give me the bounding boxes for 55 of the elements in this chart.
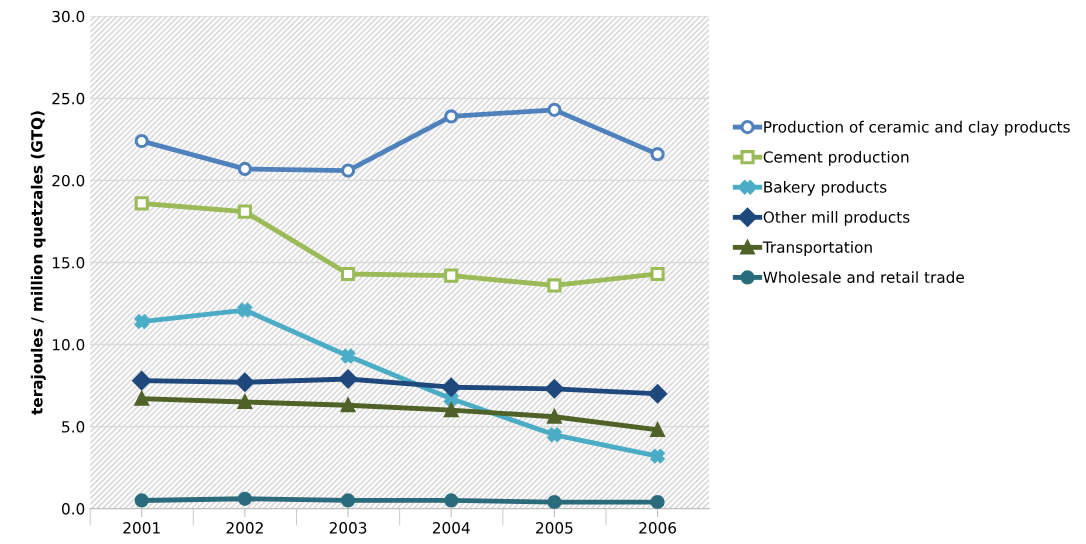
point bbox=[650, 449, 665, 464]
y-tick-label: 15.0 bbox=[52, 256, 85, 269]
legend-label: Transportation bbox=[762, 241, 872, 256]
legend-label: Wholesale and retail trade bbox=[763, 271, 964, 283]
y-axis-title: terajoules / million quetzales (GTQ) bbox=[30, 111, 46, 415]
point bbox=[134, 493, 149, 508]
point bbox=[546, 407, 563, 424]
point bbox=[134, 196, 149, 211]
y-tick-label: 0.0 bbox=[61, 503, 85, 515]
point bbox=[545, 379, 564, 399]
point bbox=[340, 348, 356, 364]
y-tick-label: 20.0 bbox=[52, 174, 85, 187]
y-tick-label: 10.0 bbox=[52, 339, 85, 351]
point bbox=[134, 133, 149, 149]
point bbox=[237, 394, 252, 410]
point bbox=[340, 493, 356, 508]
point bbox=[237, 204, 252, 219]
point bbox=[237, 161, 252, 177]
point bbox=[134, 391, 149, 406]
point bbox=[444, 403, 459, 418]
point bbox=[444, 109, 459, 124]
point bbox=[132, 371, 152, 391]
legend-label: Other mill products bbox=[763, 211, 910, 226]
point bbox=[340, 398, 356, 413]
point bbox=[547, 102, 562, 117]
point bbox=[338, 369, 358, 389]
point bbox=[650, 422, 665, 437]
point bbox=[444, 493, 459, 508]
x-tick-label: 2005 bbox=[536, 522, 573, 534]
point bbox=[648, 384, 667, 404]
legend-label: Cement production bbox=[763, 150, 909, 166]
point bbox=[441, 377, 461, 397]
point bbox=[235, 372, 255, 392]
x-tick-label: 2003 bbox=[329, 522, 367, 534]
y-tick-label: 5.0 bbox=[62, 421, 85, 433]
legend-label: Bakery products bbox=[764, 180, 887, 196]
point bbox=[340, 266, 356, 282]
point bbox=[547, 494, 562, 509]
point bbox=[340, 163, 356, 178]
x-tick-label: 2002 bbox=[226, 522, 263, 534]
legend-label: Production of ceramic and clay products bbox=[764, 120, 1070, 136]
point bbox=[650, 494, 665, 509]
x-tick-label: 2001 bbox=[123, 522, 160, 534]
x-tick-label: 2006 bbox=[639, 522, 677, 534]
point bbox=[237, 302, 252, 318]
point bbox=[444, 268, 459, 283]
point bbox=[547, 427, 562, 442]
y-tick-label: 25.0 bbox=[52, 92, 85, 105]
point bbox=[134, 314, 149, 329]
point bbox=[650, 266, 665, 282]
point bbox=[547, 278, 562, 293]
point bbox=[237, 491, 252, 506]
point bbox=[650, 147, 665, 162]
x-tick-label: 2004 bbox=[432, 522, 470, 534]
y-tick-label: 30.0 bbox=[52, 10, 85, 23]
